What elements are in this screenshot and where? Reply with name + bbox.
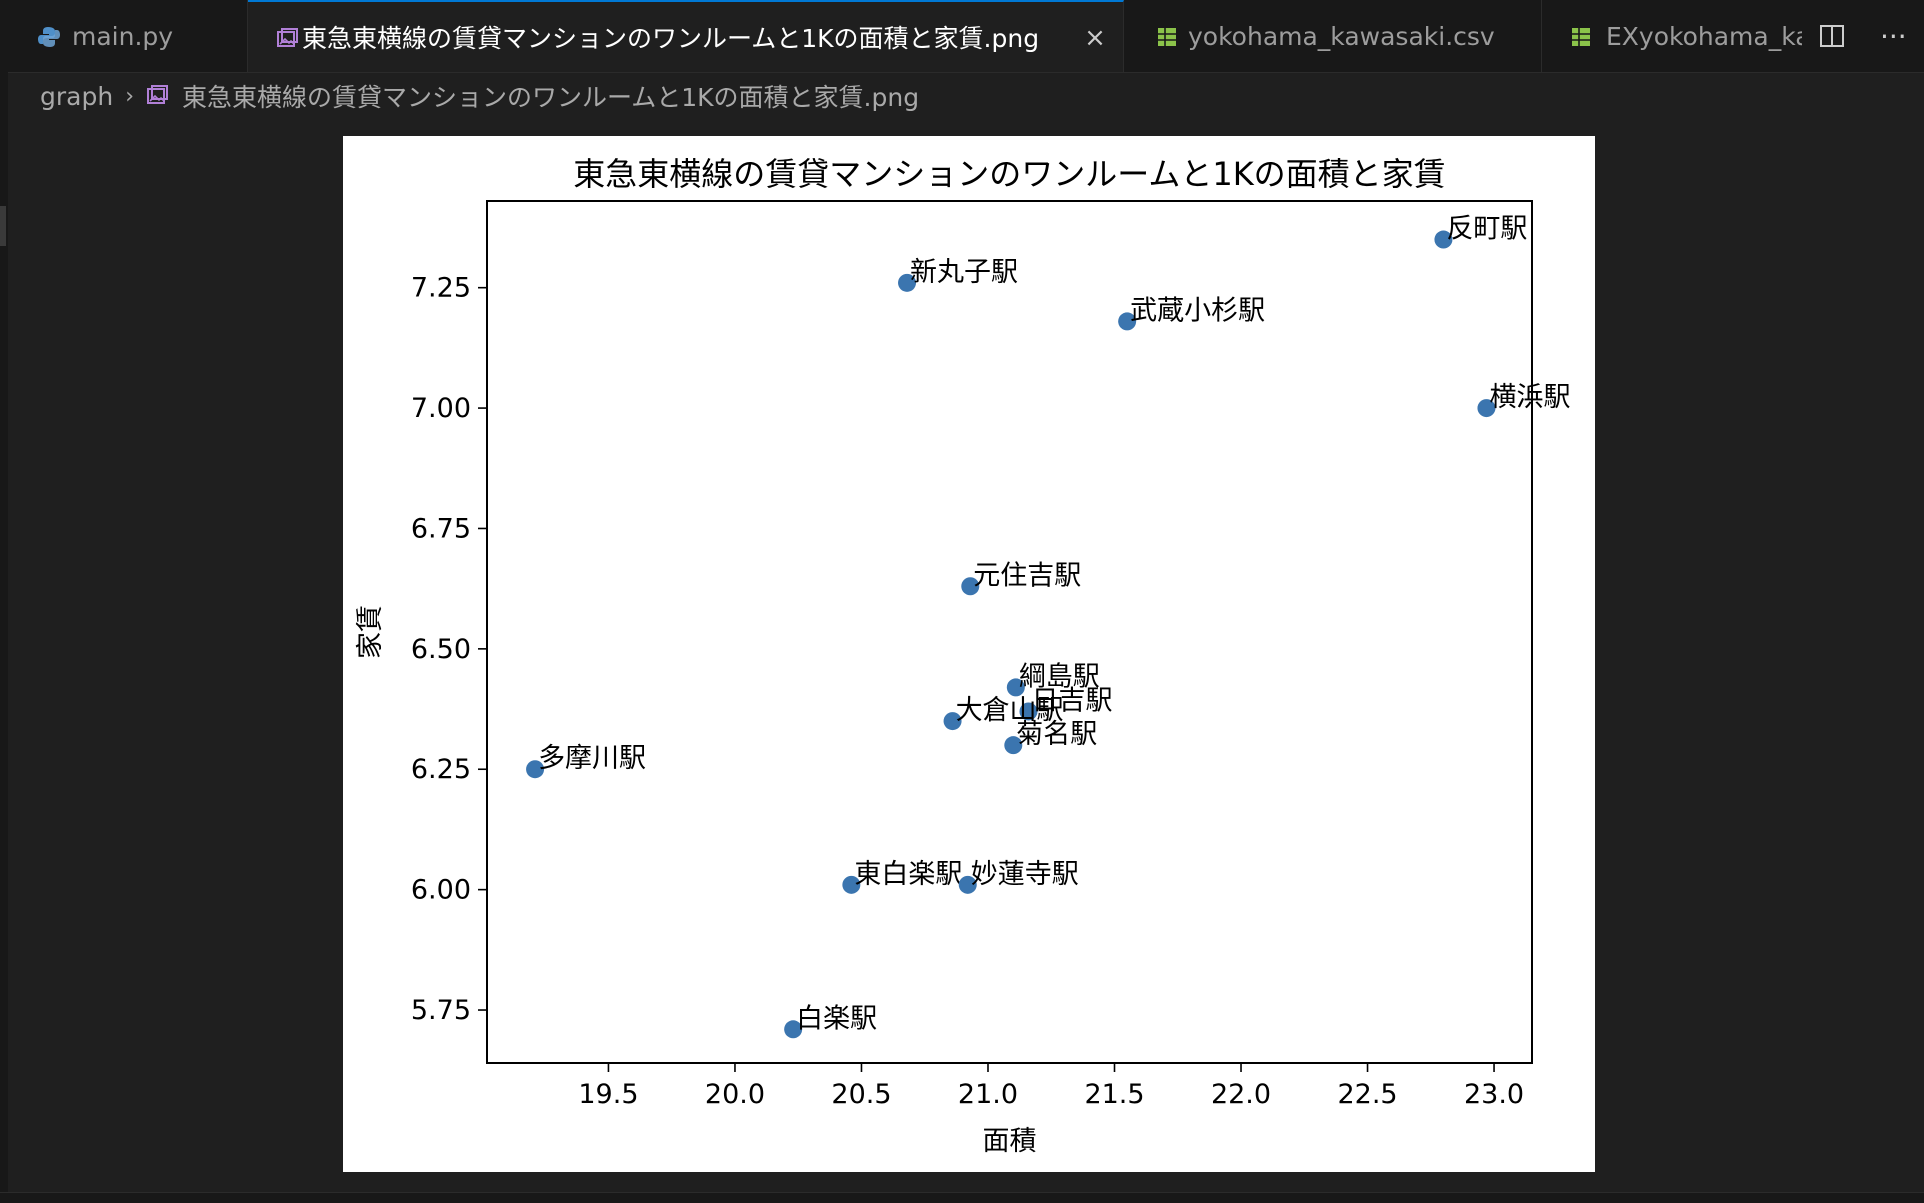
y-tick-label: 6.50 xyxy=(411,634,471,665)
x-tick-label: 20.0 xyxy=(705,1079,765,1110)
chevron-right-icon: › xyxy=(125,83,134,109)
python-icon xyxy=(38,27,60,47)
status-strip xyxy=(0,1192,1924,1203)
data-label: 横浜駅 xyxy=(1489,382,1570,413)
image-icon xyxy=(277,28,298,47)
data-point xyxy=(784,1020,803,1039)
data-point xyxy=(526,760,545,779)
image-preview: 東急東横線の賃貸マンションのワンルームと1Kの面積と家賃 19.5 20.0 20.5… xyxy=(343,136,1595,1172)
breadcrumb-file[interactable]: 東急東横線の賃貸マンションのワンルームと1Kの面積と家賃.png xyxy=(182,83,920,112)
data-label: 多摩川駅 xyxy=(538,743,646,774)
tab-exyokohama[interactable]: EXyokohama_ka xyxy=(1542,0,1802,72)
tab-main-py[interactable]: main.py xyxy=(0,0,248,72)
data-label: 東白楽駅 xyxy=(854,859,962,890)
data-label: 綱島駅 xyxy=(1019,661,1100,692)
y-tick-label: 6.25 xyxy=(411,754,471,785)
chart-title: 東急東横線の賃貸マンションのワンルームと1Kの面積と家賃 xyxy=(573,155,1445,193)
y-tick-label: 6.00 xyxy=(411,875,471,906)
data-point xyxy=(1118,312,1137,331)
y-tick-label: 6.75 xyxy=(411,513,471,544)
data-point xyxy=(943,712,962,731)
data-label: 元住吉駅 xyxy=(973,560,1081,591)
data-point xyxy=(1477,399,1496,418)
plot-frame xyxy=(486,200,1533,1064)
more-actions-icon[interactable]: ··· xyxy=(1879,19,1907,53)
x-tick-label: 21.5 xyxy=(1084,1079,1144,1110)
activity-edge xyxy=(0,72,8,1202)
data-point xyxy=(1019,702,1038,721)
x-axis-label: 面積 xyxy=(983,1126,1037,1157)
data-label: 反町駅 xyxy=(1446,214,1527,245)
data-point xyxy=(1004,736,1023,755)
data-label: 日吉駅 xyxy=(1031,685,1112,716)
tab-label: 東急東横線の賃貸マンションのワンルームと1Kの面積と家賃.png xyxy=(302,24,1040,53)
y-tick-label: 7.25 xyxy=(411,273,471,304)
data-label: 武蔵小杉駅 xyxy=(1130,295,1265,326)
x-tick-label: 19.5 xyxy=(578,1079,638,1110)
x-tick-label: 21.0 xyxy=(958,1079,1018,1110)
y-axis-label: 家賃 xyxy=(355,605,386,659)
x-tick-label: 20.5 xyxy=(831,1079,891,1110)
editor-tab-bar: main.py 東急東横線の賃貸マンションのワンルームと1Kの面積と家賃.png… xyxy=(0,0,1924,73)
tab-label: main.py xyxy=(72,21,174,51)
data-point xyxy=(1006,678,1025,697)
data-point xyxy=(1434,230,1453,249)
editor-actions: ··· xyxy=(1802,0,1924,72)
close-icon[interactable]: × xyxy=(1084,23,1106,53)
tab-yokohama-kawasaki-csv[interactable]: yokohama_kawasaki.csv xyxy=(1124,0,1542,72)
data-label: 新丸子駅 xyxy=(910,257,1018,288)
edge-marker xyxy=(0,206,6,246)
scatter-chart: 東急東横線の賃貸マンションのワンルームと1Kの面積と家賃 19.5 20.0 20.5… xyxy=(355,155,1570,1157)
data-point xyxy=(842,875,861,894)
split-editor-icon[interactable] xyxy=(1819,23,1845,49)
data-label: 菊名駅 xyxy=(1016,719,1097,750)
y-tick-label: 7.00 xyxy=(411,393,471,424)
y-tick-label: 5.75 xyxy=(411,995,471,1026)
x-tick-label: 23.0 xyxy=(1464,1079,1524,1110)
x-tick-label: 22.5 xyxy=(1337,1079,1397,1110)
table-icon xyxy=(1158,28,1176,46)
tab-label: yokohama_kawasaki.csv xyxy=(1188,21,1495,51)
data-label: 大倉山駅 xyxy=(956,695,1064,726)
x-tick-label: 22.0 xyxy=(1211,1079,1271,1110)
data-point xyxy=(958,875,977,894)
table-icon xyxy=(1572,28,1590,46)
data-point xyxy=(898,273,917,292)
image-icon xyxy=(147,85,168,104)
tab-chart-png[interactable]: 東急東横線の賃貸マンションのワンルームと1Kの面積と家賃.png × xyxy=(248,0,1124,72)
breadcrumb: graph › 東急東横線の賃貸マンションのワンルームと1Kの面積と家賃.png xyxy=(40,76,919,116)
breadcrumb-folder[interactable]: graph xyxy=(40,81,114,111)
data-label: 妙蓮寺駅 xyxy=(971,859,1079,890)
data-point xyxy=(961,577,980,596)
data-label: 白楽駅 xyxy=(796,1003,877,1034)
tab-label: EXyokohama_ka xyxy=(1606,21,1802,51)
